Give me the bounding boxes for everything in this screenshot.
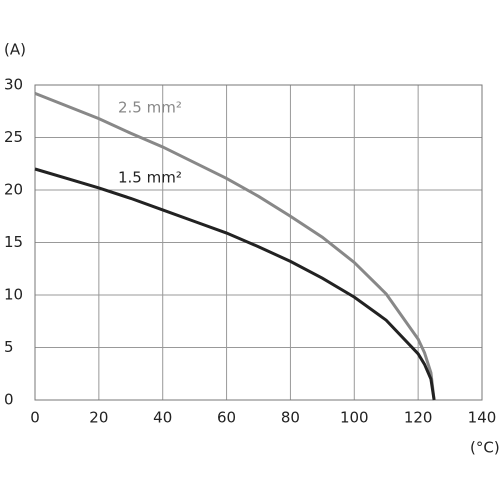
series-label: 2.5 mm² [118,99,182,117]
series-line [34,92,436,401]
series-line [34,167,436,401]
y-tick-label: 15 [4,233,23,251]
y-tick-label: 25 [4,128,23,146]
y-tick-label: 5 [4,338,14,356]
x-tick-label: 80 [281,409,300,427]
x-tick-label: 120 [404,409,433,427]
x-tick-label: 100 [340,409,369,427]
x-tick-label: 40 [153,409,172,427]
y-tick-label: 20 [4,181,23,199]
y-axis-label: (A) [4,41,26,59]
x-axis-label: (°C) [470,439,500,457]
x-tick-label: 60 [217,409,236,427]
x-tick-label: 140 [468,409,497,427]
x-tick-label: 20 [89,409,108,427]
y-tick-label: 10 [4,286,23,304]
y-tick-label: 30 [4,76,23,94]
series-label: 1.5 mm² [118,169,182,187]
plot-frame [34,84,483,401]
x-tick-label: 0 [30,409,40,427]
y-tick-label: 0 [4,391,14,409]
